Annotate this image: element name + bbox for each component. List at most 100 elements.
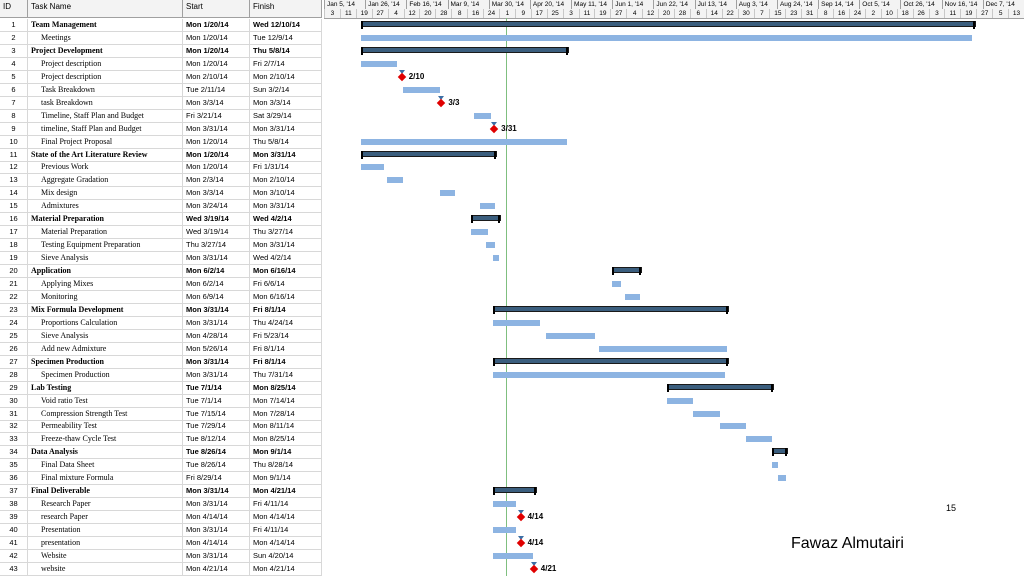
milestone-diamond[interactable] bbox=[437, 98, 446, 107]
task-finish[interactable]: Wed 4/2/14 bbox=[250, 252, 322, 265]
task-finish[interactable]: Fri 1/31/14 bbox=[250, 161, 322, 174]
task-id[interactable]: 3 bbox=[0, 44, 28, 57]
task-start[interactable]: Mon 1/20/14 bbox=[183, 57, 250, 70]
task-name[interactable]: Project description bbox=[28, 70, 183, 83]
task-bar[interactable] bbox=[493, 319, 541, 326]
task-id[interactable]: 4 bbox=[0, 57, 28, 70]
table-row[interactable]: 13 Aggregate Gradation Mon 2/3/14 Mon 2/10/… bbox=[0, 174, 322, 188]
task-finish[interactable]: Thu 5/8/14 bbox=[250, 44, 322, 57]
task-start[interactable]: Wed 3/19/14 bbox=[183, 226, 250, 239]
task-id[interactable]: 21 bbox=[0, 278, 28, 290]
task-name[interactable]: Sieve Analysis bbox=[28, 252, 183, 265]
table-row[interactable]: 4 Project description Mon 1/20/14 Fri 2/7/1… bbox=[0, 57, 322, 71]
table-row[interactable]: 40 Presentation Mon 3/31/14 Fri 4/11/14 bbox=[0, 524, 322, 538]
table-row[interactable]: 10 Final Project Proposal Mon 1/20/14 Thu 5… bbox=[0, 135, 322, 149]
task-finish[interactable]: Mon 2/10/14 bbox=[250, 70, 322, 83]
task-start[interactable]: Fri 3/21/14 bbox=[183, 109, 250, 122]
task-id[interactable]: 29 bbox=[0, 381, 28, 394]
task-name[interactable]: Final Project Proposal bbox=[28, 135, 183, 148]
table-row[interactable]: 8 Timeline, Staff Plan and Budget Fri 3/21… bbox=[0, 109, 322, 123]
task-start[interactable]: Mon 1/20/14 bbox=[183, 31, 250, 44]
task-start[interactable]: Mon 3/31/14 bbox=[183, 549, 250, 562]
table-row[interactable]: 14 Mix design Mon 3/3/14 Mon 3/10/14 bbox=[0, 187, 322, 201]
table-row[interactable]: 19 Sieve Analysis Mon 3/31/14 Wed 4/2/14 bbox=[0, 252, 322, 266]
task-id[interactable]: 41 bbox=[0, 537, 28, 549]
task-name[interactable]: Project description bbox=[28, 57, 183, 70]
table-row[interactable]: 29 Lab Testing Tue 7/1/14 Mon 8/25/14 bbox=[0, 381, 322, 395]
task-finish[interactable]: Thu 3/27/14 bbox=[250, 226, 322, 239]
task-finish[interactable]: Fri 4/11/14 bbox=[250, 524, 322, 537]
task-finish[interactable]: Mon 3/3/14 bbox=[250, 96, 322, 109]
task-start[interactable]: Mon 3/31/14 bbox=[183, 122, 250, 135]
task-bar[interactable] bbox=[485, 242, 496, 249]
task-bar[interactable] bbox=[612, 281, 622, 287]
task-bar[interactable] bbox=[493, 371, 726, 378]
task-bar[interactable] bbox=[361, 34, 973, 41]
table-row[interactable]: 17 Material Preparation Wed 3/19/14 Thu 3/2… bbox=[0, 226, 322, 240]
task-finish[interactable]: Mon 3/31/14 bbox=[250, 239, 322, 252]
task-name[interactable]: website bbox=[28, 562, 183, 575]
task-finish[interactable]: Mon 3/31/14 bbox=[250, 148, 322, 161]
task-finish[interactable]: Fri 6/6/14 bbox=[250, 278, 322, 290]
task-bar[interactable] bbox=[693, 410, 720, 417]
task-name[interactable]: research Paper bbox=[28, 511, 183, 524]
summary-bar[interactable] bbox=[361, 150, 498, 157]
task-finish[interactable]: Mon 4/21/14 bbox=[250, 485, 322, 498]
task-name[interactable]: Mix Formula Development bbox=[28, 303, 183, 316]
task-name[interactable]: Project Development bbox=[28, 44, 183, 57]
column-header-start[interactable]: Start bbox=[183, 0, 250, 18]
task-finish[interactable]: Thu 4/24/14 bbox=[250, 316, 322, 329]
task-id[interactable]: 15 bbox=[0, 200, 28, 213]
task-finish[interactable]: Mon 3/31/14 bbox=[250, 122, 322, 135]
task-start[interactable]: Tue 8/26/14 bbox=[183, 459, 250, 472]
task-start[interactable]: Mon 3/31/14 bbox=[183, 303, 250, 316]
table-row[interactable]: 28 Specimen Production Mon 3/31/14 Thu 7/31… bbox=[0, 368, 322, 382]
task-bar[interactable] bbox=[402, 86, 441, 93]
task-name[interactable]: Void ratio Test bbox=[28, 394, 183, 407]
task-start[interactable]: Mon 3/31/14 bbox=[183, 355, 250, 368]
task-start[interactable]: Wed 3/19/14 bbox=[183, 213, 250, 226]
table-row[interactable]: 16 Material Preparation Wed 3/19/14 Wed 4/2… bbox=[0, 213, 322, 227]
task-id[interactable]: 19 bbox=[0, 252, 28, 265]
task-name[interactable]: Freeze-thaw Cycle Test bbox=[28, 433, 183, 446]
task-start[interactable]: Mon 6/9/14 bbox=[183, 290, 250, 303]
table-row[interactable]: 3 Project Development Mon 1/20/14 Thu 5/8/1… bbox=[0, 44, 322, 58]
task-name[interactable]: Research Paper bbox=[28, 498, 183, 511]
task-id[interactable]: 31 bbox=[0, 407, 28, 420]
task-bar[interactable] bbox=[598, 345, 728, 352]
task-id[interactable]: 37 bbox=[0, 485, 28, 498]
task-name[interactable]: Testing Equipment Preparation bbox=[28, 239, 183, 252]
task-name[interactable]: task Breakdown bbox=[28, 96, 183, 109]
task-finish[interactable]: Mon 6/16/14 bbox=[250, 265, 322, 278]
task-id[interactable]: 23 bbox=[0, 303, 28, 316]
task-start[interactable]: Mon 3/31/14 bbox=[183, 316, 250, 329]
table-row[interactable]: 18 Testing Equipment Preparation Thu 3/27/… bbox=[0, 239, 322, 253]
task-start[interactable]: Mon 6/2/14 bbox=[183, 278, 250, 290]
task-start[interactable]: Tue 7/15/14 bbox=[183, 407, 250, 420]
table-row[interactable]: 33 Freeze-thaw Cycle Test Tue 8/12/14 Mon 8… bbox=[0, 433, 322, 447]
summary-bar[interactable] bbox=[493, 487, 537, 494]
task-id[interactable]: 25 bbox=[0, 329, 28, 342]
task-bar[interactable] bbox=[361, 60, 397, 67]
task-bar[interactable] bbox=[361, 138, 567, 145]
task-start[interactable]: Mon 4/14/14 bbox=[183, 537, 250, 549]
task-start[interactable]: Fri 8/29/14 bbox=[183, 472, 250, 485]
task-name[interactable]: Mix design bbox=[28, 187, 183, 200]
task-finish[interactable]: Fri 2/7/14 bbox=[250, 57, 322, 70]
task-id[interactable]: 17 bbox=[0, 226, 28, 239]
task-name[interactable]: Application bbox=[28, 265, 183, 278]
task-name[interactable]: Specimen Production bbox=[28, 355, 183, 368]
summary-bar[interactable] bbox=[361, 46, 569, 53]
task-id[interactable]: 18 bbox=[0, 239, 28, 252]
table-row[interactable]: 36 Final mixture Formula Fri 8/29/14 Mon 9/… bbox=[0, 472, 322, 486]
task-id[interactable]: 13 bbox=[0, 174, 28, 187]
task-start[interactable]: Mon 4/21/14 bbox=[183, 562, 250, 575]
task-bar[interactable] bbox=[772, 462, 779, 469]
table-row[interactable]: 15 Admixtures Mon 3/24/14 Mon 3/31/14 bbox=[0, 200, 322, 214]
table-row[interactable]: 38 Research Paper Mon 3/31/14 Fri 4/11/14 bbox=[0, 498, 322, 512]
task-start[interactable]: Tue 7/29/14 bbox=[183, 420, 250, 433]
task-id[interactable]: 32 bbox=[0, 420, 28, 433]
table-row[interactable]: 9 timeline, Staff Plan and Budget Mon 3/31… bbox=[0, 122, 322, 136]
task-finish[interactable]: Wed 4/2/14 bbox=[250, 213, 322, 226]
task-id[interactable]: 12 bbox=[0, 161, 28, 174]
